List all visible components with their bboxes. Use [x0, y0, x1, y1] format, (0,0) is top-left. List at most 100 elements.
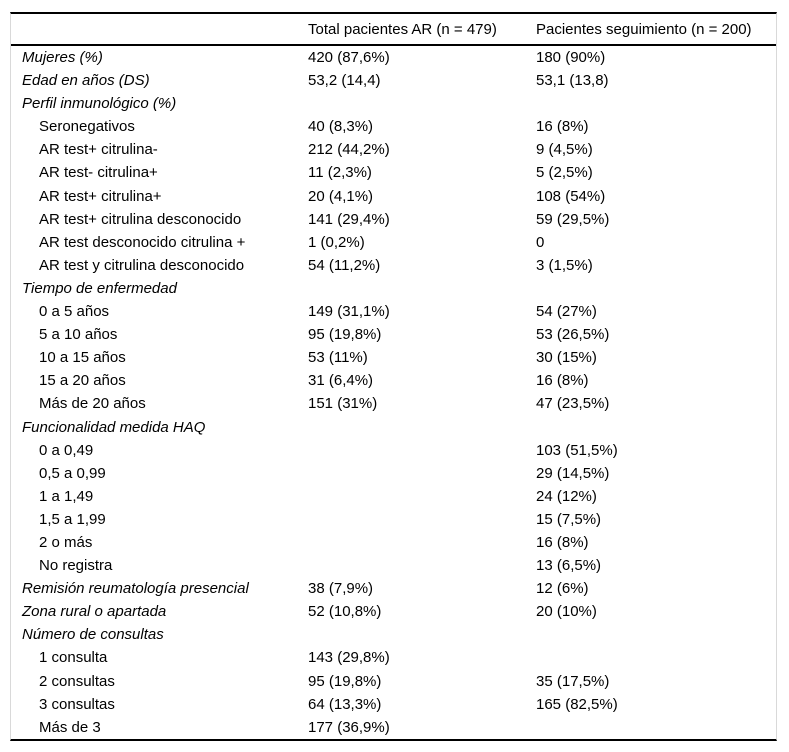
table-row: 5 a 10 años 95 (19,8%) 53 (26,5%) [11, 323, 776, 346]
cell-total [308, 462, 536, 485]
cell-seguimiento [536, 716, 776, 739]
table-row: Tiempo de enfermedad [11, 277, 776, 300]
row-label: Tiempo de enfermedad [22, 279, 177, 297]
cell-seguimiento: 47 (23,5%) [536, 395, 610, 413]
cell-seguimiento: 15 (7,5%) [536, 510, 602, 528]
cell-total [308, 623, 536, 646]
cell-total: 20 (4,1%) [308, 187, 374, 205]
table-row: Mujeres (%) 420 (87,6%) 180 (90%) [11, 46, 776, 69]
cell-seguimiento: 3 (1,5%) [536, 256, 593, 274]
row-label: 1,5 a 1,99 [39, 510, 106, 528]
cell-total [308, 554, 536, 577]
table-row: AR test+ citrulina+ 20 (4,1%) 108 (54%) [11, 185, 776, 208]
cell-seguimiento: 30 (15%) [536, 349, 597, 367]
table-row: AR test+ citrulina- 212 (44,2%) 9 (4,5%) [11, 138, 776, 161]
row-label: 5 a 10 años [39, 326, 118, 344]
table-row: Perfil inmunológico (%) [11, 92, 776, 115]
cell-total [308, 508, 536, 531]
row-label: Edad en años (DS) [22, 72, 150, 90]
row-label: 2 consultas [39, 672, 115, 690]
cell-seguimiento: 29 (14,5%) [536, 464, 610, 482]
table-row: AR test desconocido citrulina + 1 (0,2%)… [11, 231, 776, 254]
table-row: AR test+ citrulina desconocido 141 (29,4… [11, 208, 776, 231]
cell-total [308, 416, 536, 439]
cell-total: 151 (31%) [308, 395, 378, 413]
row-label: Remisión reumatología presencial [22, 580, 249, 598]
table-row: 3 consultas 64 (13,3%) 165 (82,5%) [11, 693, 776, 716]
table-row: AR test y citrulina desconocido 54 (11,2… [11, 254, 776, 277]
cell-total [308, 277, 536, 300]
cell-seguimiento: 0 [536, 233, 545, 251]
table-row: Número de consultas [11, 623, 776, 646]
cell-seguimiento: 16 (8%) [536, 372, 589, 390]
table-row: Remisión reumatología presencial 38 (7,9… [11, 577, 776, 600]
cell-seguimiento: 108 (54%) [536, 187, 606, 205]
cell-seguimiento: 35 (17,5%) [536, 672, 610, 690]
row-label: 1 consulta [39, 649, 108, 667]
cell-total: 11 (2,3%) [308, 164, 372, 182]
table-body: Mujeres (%) 420 (87,6%) 180 (90%) Edad e… [11, 46, 776, 739]
table-row: 1 consulta 143 (29,8%) [11, 646, 776, 669]
table-row: 2 o más 16 (8%) [11, 531, 776, 554]
cell-total [308, 531, 536, 554]
cell-total [308, 485, 536, 508]
table-row: No registra 13 (6,5%) [11, 554, 776, 577]
cell-total: 52 (10,8%) [308, 603, 382, 621]
table-header-row: Total pacientes AR (n = 479) Pacientes s… [11, 14, 776, 46]
cell-seguimiento [536, 416, 776, 439]
row-label: Seronegativos [39, 118, 135, 136]
cell-total: 64 (13,3%) [308, 695, 382, 713]
cell-seguimiento: 180 (90%) [536, 49, 606, 66]
row-label: Mujeres (%) [22, 49, 103, 66]
cell-total: 54 (11,2%) [308, 256, 381, 274]
row-label: AR test desconocido citrulina + [39, 233, 246, 251]
table-row: Funcionalidad medida HAQ [11, 416, 776, 439]
cell-seguimiento: 12 (6%) [536, 580, 589, 598]
row-label: Perfil inmunológico (%) [22, 95, 177, 113]
cell-seguimiento: 16 (8%) [536, 118, 589, 136]
table-row: Zona rural o apartada 52 (10,8%) 20 (10%… [11, 600, 776, 623]
row-label: 1 a 1,49 [39, 487, 94, 505]
cell-seguimiento: 165 (82,5%) [536, 695, 618, 713]
table-row: 0 a 5 años 149 (31,1%) 54 (27%) [11, 300, 776, 323]
row-label: AR test- citrulina+ [39, 164, 158, 182]
row-label: 3 consultas [39, 695, 115, 713]
cell-seguimiento: 103 (51,5%) [536, 441, 618, 459]
cell-total: 95 (19,8%) [308, 672, 382, 690]
table-row: 2 consultas 95 (19,8%) 35 (17,5%) [11, 670, 776, 693]
cell-seguimiento [536, 92, 776, 115]
row-label: 0,5 a 0,99 [39, 464, 106, 482]
row-label: Zona rural o apartada [22, 603, 167, 621]
row-label: Número de consultas [22, 626, 164, 644]
cell-total: 38 (7,9%) [308, 580, 374, 598]
row-label: Funcionalidad medida HAQ [22, 418, 206, 436]
cell-total: 177 (36,9%) [308, 718, 390, 736]
cell-seguimiento [536, 277, 776, 300]
row-label: AR test+ citrulina desconocido [39, 210, 242, 228]
row-label: Más de 20 años [39, 395, 146, 413]
table-row: Más de 3 177 (36,9%) [11, 716, 776, 739]
cell-total: 95 (19,8%) [308, 326, 382, 344]
cell-total: 149 (31,1%) [308, 303, 390, 321]
row-label: 0 a 5 años [39, 303, 110, 321]
table-row: 0,5 a 0,99 29 (14,5%) [11, 462, 776, 485]
table-row: 0 a 0,49 103 (51,5%) [11, 439, 776, 462]
row-label: 15 a 20 años [39, 372, 126, 390]
patients-table: Total pacientes AR (n = 479) Pacientes s… [10, 12, 777, 741]
cell-seguimiento [536, 646, 776, 669]
cell-total: 420 (87,6%) [308, 49, 390, 66]
header-total-pacientes: Total pacientes AR (n = 479) [308, 20, 497, 38]
table-row: 10 a 15 años 53 (11%) 30 (15%) [11, 346, 776, 369]
row-label: AR test y citrulina desconocido [39, 256, 245, 274]
cell-total: 212 (44,2%) [308, 141, 390, 159]
cell-seguimiento: 9 (4,5%) [536, 141, 593, 159]
cell-seguimiento [536, 623, 776, 646]
table-row: Más de 20 años 151 (31%) 47 (23,5%) [11, 392, 776, 415]
cell-seguimiento: 53 (26,5%) [536, 326, 610, 344]
row-label: 2 o más [39, 533, 93, 551]
row-label: AR test+ citrulina- [39, 141, 158, 159]
cell-seguimiento: 59 (29,5%) [536, 210, 610, 228]
table-row: 15 a 20 años 31 (6,4%) 16 (8%) [11, 369, 776, 392]
cell-total: 40 (8,3%) [308, 118, 374, 136]
cell-seguimiento: 16 (8%) [536, 533, 589, 551]
